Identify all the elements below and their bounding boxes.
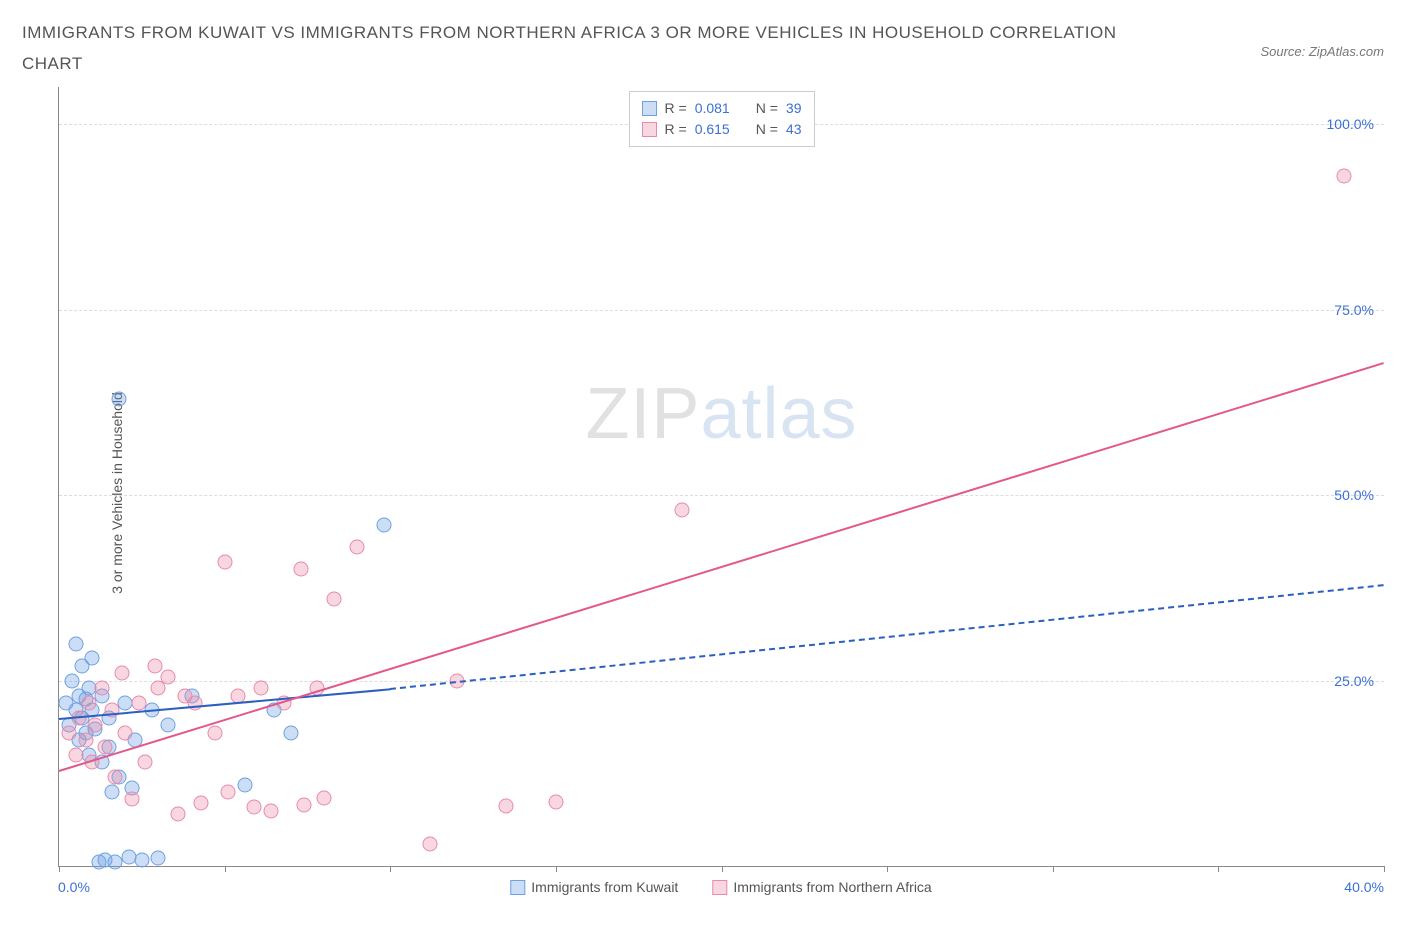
source-name: ZipAtlas.com	[1309, 44, 1384, 59]
chart-area: 3 or more Vehicles in Household ZIPatlas…	[22, 87, 1384, 899]
r-label: R =	[665, 119, 687, 140]
data-point-kuwait	[134, 852, 149, 867]
data-point-nafrica	[217, 555, 232, 570]
x-tick-mark	[1384, 866, 1385, 872]
x-tick-mark	[1053, 866, 1054, 872]
source-attribution: Source: ZipAtlas.com	[1260, 44, 1384, 59]
data-point-nafrica	[88, 718, 103, 733]
data-point-kuwait	[105, 785, 120, 800]
data-point-nafrica	[148, 658, 163, 673]
data-point-nafrica	[207, 725, 222, 740]
data-point-nafrica	[293, 562, 308, 577]
data-point-nafrica	[61, 725, 76, 740]
data-point-nafrica	[350, 540, 365, 555]
data-point-nafrica	[68, 747, 83, 762]
data-point-nafrica	[114, 666, 129, 681]
data-point-nafrica	[548, 795, 563, 810]
n-value-kuwait: 39	[786, 98, 802, 119]
x-tick-right: 40.0%	[1344, 879, 1384, 895]
data-point-nafrica	[264, 803, 279, 818]
r-value-nafrica: 0.615	[695, 119, 730, 140]
data-point-nafrica	[674, 503, 689, 518]
data-point-kuwait	[68, 636, 83, 651]
correlation-row-nafrica: R = 0.615 N = 43	[642, 119, 802, 140]
series-legend: Immigrants from Kuwait Immigrants from N…	[510, 879, 931, 895]
data-point-nafrica	[95, 681, 110, 696]
r-value-kuwait: 0.081	[695, 98, 730, 119]
x-tick-mark	[887, 866, 888, 872]
source-prefix: Source:	[1260, 44, 1308, 59]
data-point-nafrica	[297, 798, 312, 813]
data-point-nafrica	[98, 740, 113, 755]
swatch-nafrica	[712, 880, 727, 895]
n-label: N =	[756, 119, 778, 140]
legend-item-nafrica: Immigrants from Northern Africa	[712, 879, 931, 895]
chart-title: IMMIGRANTS FROM KUWAIT VS IMMIGRANTS FRO…	[22, 18, 1122, 79]
data-point-nafrica	[78, 733, 93, 748]
swatch-kuwait	[510, 880, 525, 895]
data-point-nafrica	[247, 799, 262, 814]
data-point-nafrica	[1337, 169, 1352, 184]
x-tick-mark	[225, 866, 226, 872]
swatch-nafrica	[642, 122, 657, 137]
n-value-nafrica: 43	[786, 119, 802, 140]
x-tick-mark	[722, 866, 723, 872]
plot-region: ZIPatlas R = 0.081 N = 39 R = 0.615 N = …	[58, 87, 1384, 867]
data-point-nafrica	[108, 770, 123, 785]
data-point-nafrica	[220, 785, 235, 800]
data-point-nafrica	[118, 725, 133, 740]
data-point-nafrica	[124, 792, 139, 807]
watermark: ZIPatlas	[585, 373, 857, 455]
y-tick-label: 25.0%	[1334, 673, 1374, 689]
y-tick-label: 100.0%	[1327, 116, 1374, 132]
y-tick-label: 50.0%	[1334, 487, 1374, 503]
data-point-kuwait	[65, 673, 80, 688]
data-point-kuwait	[151, 851, 166, 866]
data-point-kuwait	[161, 718, 176, 733]
n-label: N =	[756, 98, 778, 119]
trend-line	[390, 584, 1384, 690]
data-point-nafrica	[317, 790, 332, 805]
x-tick-mark	[1218, 866, 1219, 872]
r-label: R =	[665, 98, 687, 119]
correlation-row-kuwait: R = 0.081 N = 39	[642, 98, 802, 119]
data-point-nafrica	[423, 836, 438, 851]
x-tick-mark	[390, 866, 391, 872]
data-point-kuwait	[85, 651, 100, 666]
correlation-legend: R = 0.081 N = 39 R = 0.615 N = 43	[629, 91, 815, 147]
legend-label-kuwait: Immigrants from Kuwait	[531, 879, 678, 895]
data-point-kuwait	[237, 777, 252, 792]
data-point-nafrica	[194, 796, 209, 811]
data-point-kuwait	[283, 725, 298, 740]
data-point-nafrica	[81, 695, 96, 710]
data-point-kuwait	[376, 517, 391, 532]
data-point-nafrica	[499, 799, 514, 814]
swatch-kuwait	[642, 101, 657, 116]
y-tick-label: 75.0%	[1334, 302, 1374, 318]
watermark-atlas: atlas	[700, 374, 857, 454]
data-point-nafrica	[161, 670, 176, 685]
data-point-nafrica	[254, 681, 269, 696]
data-point-kuwait	[111, 391, 126, 406]
legend-item-kuwait: Immigrants from Kuwait	[510, 879, 678, 895]
data-point-nafrica	[326, 592, 341, 607]
x-axis-row: 0.0% Immigrants from Kuwait Immigrants f…	[58, 875, 1384, 899]
x-tick-mark	[556, 866, 557, 872]
gridline	[59, 310, 1384, 311]
trend-line	[59, 362, 1385, 772]
gridline	[59, 495, 1384, 496]
data-point-nafrica	[171, 807, 186, 822]
legend-label-nafrica: Immigrants from Northern Africa	[733, 879, 931, 895]
x-tick-mark	[59, 866, 60, 872]
data-point-nafrica	[138, 755, 153, 770]
data-point-nafrica	[131, 695, 146, 710]
watermark-zip: ZIP	[585, 374, 700, 454]
x-tick-left: 0.0%	[58, 879, 90, 895]
